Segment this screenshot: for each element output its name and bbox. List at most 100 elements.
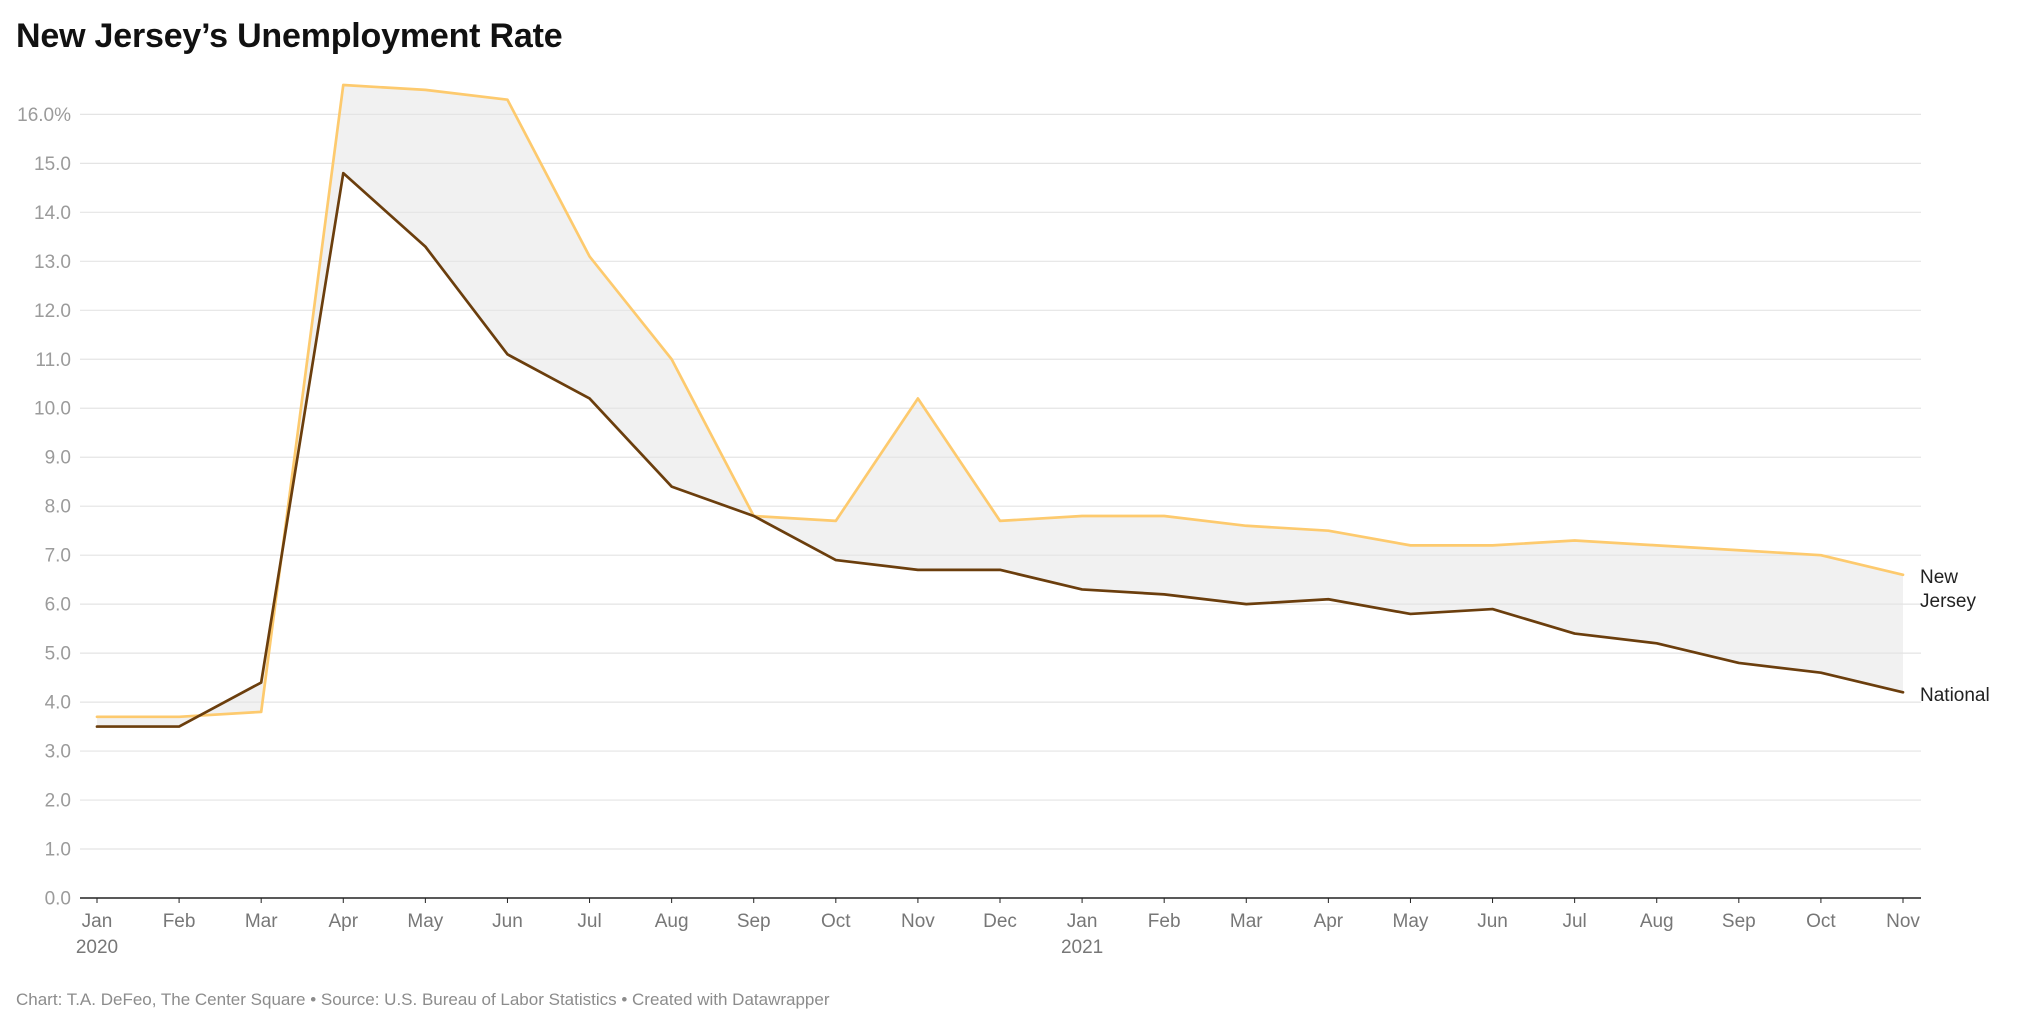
data-point-national [504,351,510,357]
y-tick-label: 0.0 [45,889,71,910]
data-point-new-jersey [1736,547,1742,553]
y-tick-label: 14.0 [34,203,71,224]
data-point-new-jersey [340,82,346,88]
x-tick-label: May [1393,911,1429,932]
data-point-new-jersey [422,87,428,93]
x-tick-label: Aug [1640,911,1674,932]
data-point-national [669,484,675,490]
y-tick-label: 10.0 [34,399,71,420]
x-tick-label: May [407,911,443,932]
data-point-national [1736,660,1742,666]
data-point-new-jersey [1079,513,1085,519]
data-point-national [340,170,346,176]
data-point-new-jersey [1900,572,1906,578]
area-layer [97,85,1903,727]
y-tick-label: 2.0 [45,791,71,812]
data-point-new-jersey [1490,542,1496,548]
data-point-new-jersey [1654,542,1660,548]
data-point-new-jersey [504,97,510,103]
data-point-new-jersey [1818,552,1824,558]
x-year-label: 2020 [76,937,118,958]
x-tick-label: Oct [1806,911,1836,932]
chart-footer-credits: Chart: T.A. DeFeo, The Center Square • S… [16,990,830,1009]
y-tick-label: 9.0 [45,448,71,469]
y-tick-label: 12.0 [34,301,71,322]
chart-title: New Jersey’s Unemployment Rate [16,17,563,55]
data-point-new-jersey [1161,513,1167,519]
y-tick-label: 15.0 [34,154,71,175]
data-point-national [1161,591,1167,597]
y-tick-label: 13.0 [34,252,71,273]
x-tick-label: Mar [245,911,278,932]
data-point-national [997,567,1003,573]
line-new-jersey [95,83,1905,719]
y-tick-label: 6.0 [45,595,71,616]
series-lines [95,83,1905,728]
area-between-series [97,85,1903,727]
x-tick-label: Nov [901,911,935,932]
data-point-national [1490,606,1496,612]
data-point-new-jersey [997,518,1003,524]
y-tick-label: 16.0% [17,105,71,126]
data-point-new-jersey [176,714,182,720]
gridlines [80,113,1921,850]
data-point-new-jersey [258,709,264,715]
data-point-national [1407,611,1413,617]
data-point-national [833,557,839,563]
series-label-national: National [1920,685,1990,707]
x-tick-label: Jul [1562,911,1586,932]
data-point-new-jersey [915,395,921,401]
y-tick-label: 5.0 [45,644,71,665]
data-point-national [1900,689,1906,695]
data-point-national [1079,586,1085,592]
x-tick-label: Aug [655,911,689,932]
data-point-new-jersey [833,518,839,524]
y-tick-label: 7.0 [45,546,71,567]
x-tick-label: Nov [1886,911,1920,932]
data-point-national [1572,631,1578,637]
data-point-new-jersey [1243,523,1249,529]
data-point-national [94,724,100,730]
x-tick-label: Jan [82,911,113,932]
y-tick-label: 3.0 [45,742,71,763]
y-tick-label: 11.0 [35,350,71,371]
x-tick-label: Apr [328,911,358,932]
data-point-new-jersey [669,356,675,362]
data-point-new-jersey [1325,528,1331,534]
x-tick-label: Jun [492,911,523,932]
series-label-new-jersey: New Jersey [1920,566,1976,612]
data-point-national [915,567,921,573]
line-national [95,171,1905,728]
data-point-national [1654,640,1660,646]
axes: 0.0 1.0 2.0 3.0 4.0 5.0 6.0 7.0 8.0 9.0 10.0 11.0 12… [17,105,1921,958]
x-tick-label: Feb [1148,911,1181,932]
data-point-new-jersey [1407,542,1413,548]
x-tick-label: Jun [1477,911,1508,932]
x-tick-label: Feb [163,911,196,932]
x-year-label: 2021 [1061,937,1103,958]
x-tick-label: Apr [1314,911,1344,932]
data-point-national [587,395,593,401]
x-tick-label: Oct [821,911,851,932]
data-point-new-jersey [1572,537,1578,543]
data-point-national [176,724,182,730]
x-tick-label: Jan [1067,911,1098,932]
y-tick-label: 1.0 [45,840,71,861]
data-point-national [751,513,757,519]
data-point-national [422,244,428,250]
y-tick-label: 8.0 [45,497,71,518]
x-tick-label: Dec [983,911,1017,932]
x-tick-label: Sep [1722,911,1756,932]
data-point-new-jersey [94,714,100,720]
x-tick-label: Sep [737,911,771,932]
data-point-new-jersey [587,253,593,259]
x-tick-label: Jul [577,911,601,932]
data-point-national [258,680,264,686]
data-point-national [1325,596,1331,602]
x-tick-label: Mar [1230,911,1263,932]
y-tick-label: 4.0 [45,693,71,714]
data-point-national [1243,601,1249,607]
data-point-national [1818,670,1824,676]
